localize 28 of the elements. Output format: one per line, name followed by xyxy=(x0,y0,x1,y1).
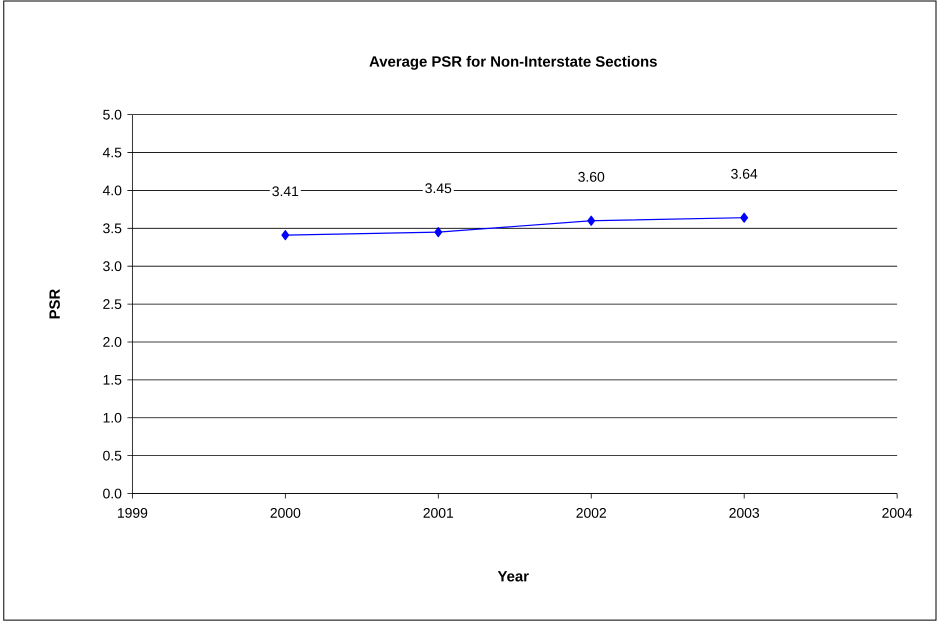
chart-title: Average PSR for Non-Interstate Sections xyxy=(369,56,657,70)
x-tick-label: 1999 xyxy=(118,508,148,518)
point xyxy=(434,226,442,238)
y-tick-label: 3.5 xyxy=(103,223,122,234)
y-tick-label: 2.0 xyxy=(103,336,122,347)
y-tick-label: 0.5 xyxy=(103,450,122,460)
point xyxy=(281,230,290,240)
x-tick-label: 2000 xyxy=(270,508,300,518)
x-axis-title: Year xyxy=(498,571,529,582)
y-tick-label: 2.5 xyxy=(103,299,122,309)
point xyxy=(740,212,748,223)
x-tick-label: 2004 xyxy=(882,508,912,518)
y-tick-label: 4.0 xyxy=(102,185,122,196)
y-tick-label: 1.5 xyxy=(104,374,122,385)
data-label: 3.45 xyxy=(425,183,452,194)
data-label: 3.41 xyxy=(272,186,298,196)
x-tick-label: 2003 xyxy=(729,508,760,518)
y-tick-label: 5.0 xyxy=(103,110,122,120)
x-tick-label: 2002 xyxy=(576,508,606,518)
y-tick-label: 4.5 xyxy=(102,148,122,158)
x-tick-label: 2001 xyxy=(424,508,454,518)
y-axis-title: PSR xyxy=(49,289,60,318)
point xyxy=(587,216,596,226)
y-tick-label: 0.0 xyxy=(103,488,122,498)
y-tick-label: 3.0 xyxy=(103,261,122,272)
data-label: 3.60 xyxy=(578,172,604,182)
y-tick-label: 1.0 xyxy=(104,412,122,423)
data-label: 3.64 xyxy=(731,168,758,179)
